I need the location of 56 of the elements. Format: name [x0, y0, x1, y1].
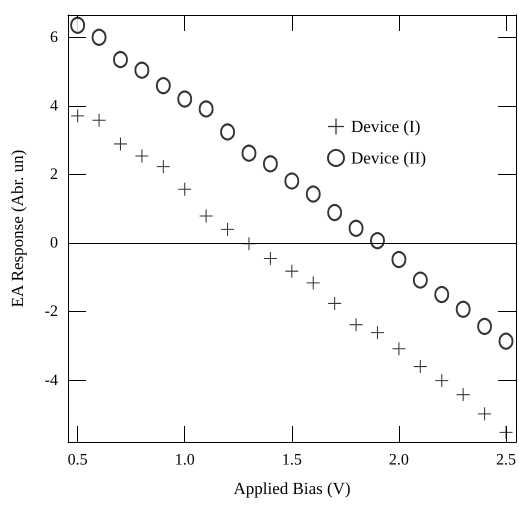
y-tick-label: 4: [50, 97, 58, 114]
point: [306, 186, 321, 203]
point: [221, 222, 234, 236]
point: [285, 264, 298, 278]
point: [241, 144, 256, 162]
point: [177, 90, 192, 108]
point: [434, 286, 450, 304]
point: [200, 209, 213, 222]
point: [71, 109, 84, 122]
y-tick-label: 6: [50, 28, 58, 46]
point: [112, 51, 128, 68]
y-tick-label: 0: [50, 234, 58, 252]
legend-label: Device (I): [351, 117, 420, 136]
y-tick-label: -2: [44, 303, 58, 320]
point: [114, 137, 127, 150]
x-tick-label: 2.0: [388, 452, 409, 468]
point: [456, 388, 470, 402]
point: [262, 155, 278, 172]
point: [500, 426, 512, 439]
x-tick-label: 1.5: [282, 452, 302, 468]
point: [92, 114, 106, 127]
point: [435, 374, 448, 388]
point: [414, 360, 427, 374]
point: [134, 62, 150, 79]
x-tick-label: 2.5: [496, 452, 516, 468]
y-tick-label: -4: [44, 372, 58, 389]
point: [284, 172, 300, 190]
point: [392, 342, 406, 356]
point: [370, 232, 385, 250]
legend-label: Device (II): [351, 148, 426, 168]
point: [477, 318, 492, 335]
point: [456, 300, 471, 318]
point: [478, 407, 492, 420]
point: [350, 318, 363, 332]
x-axis-title: Applied Bias (V): [233, 479, 351, 498]
y-axis-title: EA Response (Abr. un): [8, 150, 27, 308]
point: [220, 123, 236, 140]
point: [348, 220, 364, 237]
point: [135, 149, 148, 162]
point: [327, 204, 342, 222]
point: [391, 251, 406, 268]
point: [328, 296, 342, 310]
point: [70, 16, 86, 34]
point: [498, 332, 514, 350]
y-tick-label: 2: [50, 166, 58, 183]
point: [178, 182, 192, 196]
point: [92, 28, 107, 46]
point: [198, 100, 214, 118]
point: [156, 77, 171, 94]
point: [156, 160, 170, 174]
point: [412, 272, 428, 289]
point: [370, 326, 384, 340]
x-tick-label: 0.5: [68, 452, 88, 468]
point: [264, 252, 277, 266]
point: [306, 276, 320, 290]
x-tick-label: 1.0: [174, 452, 195, 468]
